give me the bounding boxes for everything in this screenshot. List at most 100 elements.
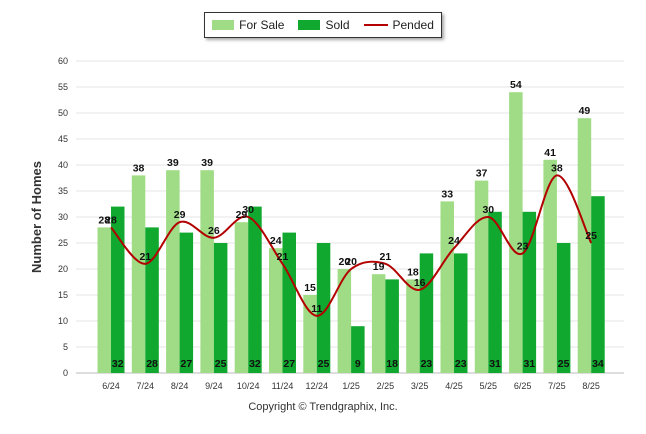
bar-sold xyxy=(248,206,262,373)
data-label-sold: 18 xyxy=(386,358,398,370)
bar-sold xyxy=(385,279,399,373)
data-label-for-sale: 18 xyxy=(407,266,419,278)
data-label-for-sale: 37 xyxy=(476,168,488,180)
x-tick-label: 8/25 xyxy=(582,381,600,391)
y-tick-label: 0 xyxy=(63,368,68,378)
legend-label-pended: Pended xyxy=(392,18,434,32)
bar-for-sale xyxy=(577,118,592,373)
bar-for-sale xyxy=(543,159,557,373)
x-tick-label: 4/25 xyxy=(445,381,463,391)
y-tick-label: 50 xyxy=(58,108,68,118)
y-tick-label: 60 xyxy=(58,56,68,66)
data-label-pended: 30 xyxy=(242,204,254,216)
x-tick-label: 1/25 xyxy=(342,381,360,391)
data-label-sold: 27 xyxy=(283,358,295,370)
data-label-pended: 25 xyxy=(585,230,597,242)
x-tick-label: 5/25 xyxy=(480,381,498,391)
data-label-pended: 20 xyxy=(345,256,357,268)
bar-sold xyxy=(488,211,502,373)
x-tick-label: 10/24 xyxy=(237,381,260,391)
data-label-pended: 23 xyxy=(517,240,529,252)
legend-label-sold: Sold xyxy=(325,18,350,32)
bar-for-sale xyxy=(371,274,386,373)
bar-for-sale xyxy=(234,222,249,373)
y-axis-label: Number of Homes xyxy=(29,161,44,273)
legend-item-pended[interactable]: Pended xyxy=(363,18,434,32)
y-tick-label: 5 xyxy=(63,342,68,352)
x-tick-label: 8/24 xyxy=(171,381,189,391)
bar-for-sale xyxy=(509,92,523,373)
data-label-pended: 11 xyxy=(311,303,322,315)
y-tick-label: 15 xyxy=(58,290,68,300)
bar-sold xyxy=(556,243,571,373)
pended-line xyxy=(110,174,593,317)
x-axis-ticks: 6/24 7/24 8/24 9/24 10/24 11/24 12/24 1/25 2/25 3… xyxy=(102,381,600,391)
y-tick-label: 10 xyxy=(58,316,68,326)
data-label-sold: 31 xyxy=(524,358,536,370)
y-tick-label: 40 xyxy=(58,160,68,170)
bar-sold xyxy=(419,253,434,373)
legend-swatch-sold xyxy=(298,20,321,30)
data-label-pended: 30 xyxy=(482,204,494,216)
bar-for-sale xyxy=(200,170,214,373)
data-label-pended: 24 xyxy=(448,235,460,247)
bar-sold xyxy=(454,253,468,373)
bar-sold xyxy=(213,243,228,373)
y-tick-label: 35 xyxy=(58,186,68,196)
data-label-for-sale: 49 xyxy=(579,105,591,117)
y-axis-ticks: 0 5 10 15 20 25 30 35 40 45 50 55 60 xyxy=(58,56,68,378)
data-label-sold: 28 xyxy=(146,358,158,370)
data-label-sold: 32 xyxy=(112,358,124,370)
data-label-for-sale: 15 xyxy=(304,282,316,294)
bar-sold xyxy=(145,227,159,373)
data-label-sold: 23 xyxy=(455,358,467,370)
legend-swatch-for-sale xyxy=(212,20,235,30)
data-label-for-sale: 54 xyxy=(510,79,522,91)
data-label-for-sale: 20 xyxy=(339,256,351,268)
data-label-pended: 21 xyxy=(139,251,151,263)
data-label-for-sale: 41 xyxy=(544,147,556,159)
x-tick-label: 6/24 xyxy=(102,381,120,391)
data-label-for-sale: 29 xyxy=(236,209,248,221)
data-label-sold: 25 xyxy=(215,358,227,370)
bar-sold xyxy=(179,232,194,373)
y-tick-label: 30 xyxy=(58,212,68,222)
data-label-for-sale: 38 xyxy=(133,162,145,174)
data-label-pended: 29 xyxy=(174,209,186,221)
data-label-sold: 25 xyxy=(558,358,570,370)
copyright-text: Copyright © Trendgraphix, Inc. xyxy=(248,401,398,413)
y-tick-label: 45 xyxy=(58,134,68,144)
data-label-pended: 21 xyxy=(277,251,289,263)
y-tick-label: 25 xyxy=(58,238,68,248)
data-label-pended: 38 xyxy=(551,162,563,174)
bar-for-sale xyxy=(337,269,352,373)
bar-for-sale xyxy=(97,227,111,373)
data-label-for-sale: 33 xyxy=(441,188,453,200)
bar-for-sale xyxy=(474,180,489,373)
bar-sold xyxy=(316,243,331,373)
legend-item-for-sale[interactable]: For Sale xyxy=(212,18,284,32)
x-tick-label: 12/24 xyxy=(306,381,329,391)
pended-line-path xyxy=(110,174,593,317)
data-label-for-sale: 19 xyxy=(373,261,385,273)
data-label-sold: 25 xyxy=(318,358,330,370)
legend-item-sold[interactable]: Sold xyxy=(298,18,350,32)
data-labels: 2828323821283929273926252930322421271511… xyxy=(98,79,604,370)
data-label-for-sale: 24 xyxy=(270,235,282,247)
bar-sold xyxy=(522,211,537,373)
bar-for-sale xyxy=(440,201,454,373)
legend-swatch-pended xyxy=(363,24,388,26)
bar-sold xyxy=(111,206,125,373)
data-label-sold: 23 xyxy=(421,358,433,370)
data-label-pended: 21 xyxy=(380,251,392,263)
x-tick-label: 11/24 xyxy=(272,381,294,391)
data-label-sold: 32 xyxy=(249,358,261,370)
y-tick-label: 55 xyxy=(58,82,68,92)
legend-label-for-sale: For Sale xyxy=(239,18,285,32)
data-label-sold: 31 xyxy=(489,358,501,370)
x-tick-label: 3/25 xyxy=(411,381,429,391)
x-tick-label: 6/25 xyxy=(514,381,532,391)
bar-for-sale xyxy=(406,279,420,373)
data-label-for-sale: 28 xyxy=(98,214,110,226)
